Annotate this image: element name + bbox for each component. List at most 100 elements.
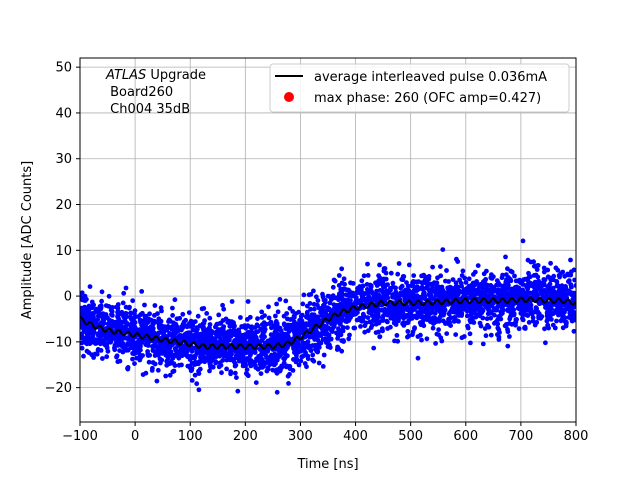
sample-point	[446, 291, 452, 296]
sample-point	[219, 370, 224, 376]
sample-point	[261, 320, 267, 326]
sample-point	[109, 309, 115, 314]
sample-point	[286, 325, 292, 331]
sample-point	[95, 317, 101, 322]
sample-point	[282, 355, 288, 361]
sample-point	[358, 291, 364, 296]
sample-point	[365, 273, 371, 278]
sample-point	[206, 349, 212, 354]
sample-point	[300, 328, 305, 334]
sample-point	[404, 307, 410, 313]
sample-point	[443, 321, 448, 326]
sample-point	[287, 305, 293, 311]
sample-point	[346, 317, 352, 322]
sample-point	[491, 274, 496, 280]
sample-point	[560, 314, 566, 320]
sample-point	[385, 295, 391, 301]
sample-point	[195, 313, 201, 319]
sample-point	[283, 298, 289, 304]
annotation-experiment-suffix: Upgrade	[146, 68, 206, 83]
sample-point	[425, 313, 431, 319]
sample-point	[472, 310, 477, 316]
sample-point	[316, 342, 322, 347]
sample-point	[273, 332, 279, 338]
sample-point	[227, 357, 233, 363]
sample-point	[392, 338, 397, 344]
sample-point	[390, 280, 396, 286]
sample-point	[526, 320, 532, 325]
sample-point	[299, 312, 305, 318]
sample-point	[255, 329, 261, 334]
sample-point	[156, 321, 162, 326]
sample-point	[192, 372, 198, 378]
sample-point	[435, 275, 440, 281]
sample-point	[232, 370, 238, 376]
sample-point	[351, 325, 357, 331]
sample-point	[344, 313, 350, 319]
sample-point	[158, 342, 164, 348]
sample-point	[410, 297, 416, 303]
sample-point	[376, 273, 381, 278]
sample-point	[366, 288, 371, 293]
sample-point	[293, 359, 299, 365]
sample-point	[541, 269, 547, 275]
sample-point	[438, 311, 444, 316]
sample-point	[374, 312, 379, 318]
sample-point	[197, 366, 203, 372]
sample-point	[526, 274, 532, 280]
sample-point	[245, 357, 251, 363]
sample-point	[267, 362, 273, 368]
sample-point	[87, 328, 93, 334]
sample-point	[115, 305, 121, 311]
sample-point	[255, 358, 261, 363]
sample-point	[98, 341, 103, 347]
sample-point	[229, 351, 235, 357]
sample-point	[447, 284, 453, 290]
sample-point	[175, 353, 181, 359]
sample-point	[368, 325, 374, 330]
x-tick-label: 300	[288, 429, 313, 444]
sample-point	[96, 337, 101, 343]
sample-point	[364, 282, 370, 287]
sample-point	[515, 278, 521, 284]
sample-point	[312, 306, 317, 312]
sample-point	[329, 329, 335, 334]
sample-point	[293, 326, 298, 332]
sample-point	[405, 334, 410, 340]
sample-point	[432, 310, 438, 316]
sample-point	[154, 378, 160, 384]
sample-point	[179, 344, 185, 350]
x-tick-label: 600	[453, 429, 478, 444]
sample-point	[148, 329, 154, 334]
sample-point	[125, 321, 130, 326]
sample-point	[137, 352, 143, 358]
sample-point	[134, 355, 140, 361]
sample-point	[495, 325, 501, 331]
sample-point	[568, 257, 573, 263]
sample-point	[294, 346, 299, 351]
sample-point	[311, 288, 316, 294]
sample-point	[281, 360, 287, 366]
sample-point	[430, 325, 436, 331]
sample-point	[115, 343, 121, 348]
annotation-experiment: ATLAS	[105, 68, 146, 83]
sample-point	[380, 279, 386, 284]
sample-point	[201, 354, 207, 360]
sample-point	[120, 300, 126, 306]
sample-point	[521, 277, 526, 283]
sample-point	[325, 305, 331, 311]
sample-point	[131, 340, 137, 345]
sample-point	[274, 389, 280, 395]
sample-point	[512, 273, 517, 279]
sample-point	[278, 348, 284, 353]
sample-point	[182, 348, 188, 353]
sample-point	[223, 316, 229, 322]
sample-point	[463, 280, 469, 285]
sample-point	[530, 310, 536, 316]
sample-point	[520, 317, 526, 323]
sample-point	[374, 283, 380, 288]
sample-point	[533, 305, 539, 310]
sample-point	[463, 292, 468, 297]
sample-point	[399, 283, 405, 289]
sample-point	[451, 315, 457, 321]
